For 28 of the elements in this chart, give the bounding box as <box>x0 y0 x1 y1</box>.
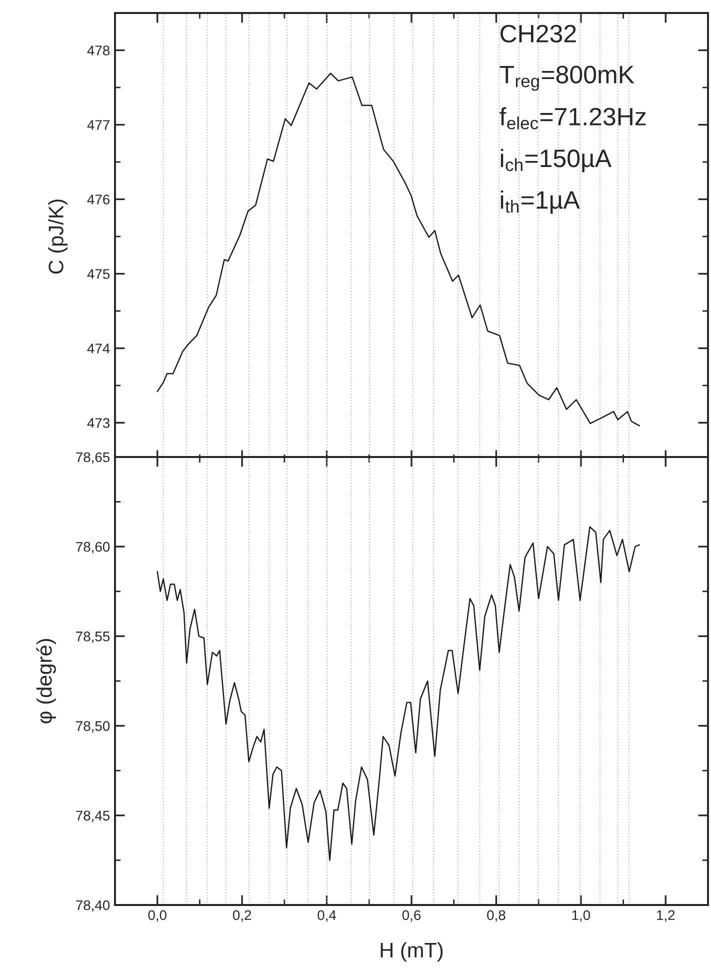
x-axis-title: H (mT) <box>380 942 443 962</box>
y-tick-label: 78,40 <box>76 900 110 912</box>
y-tick-label: 78,60 <box>76 542 110 554</box>
annotation: f$_{elec}$=71.23Hz <box>500 107 646 130</box>
y-axis-title: φ (degré) <box>36 639 56 724</box>
y-tick-label: 477 <box>87 120 110 130</box>
x-tick-label: 1,2 <box>657 910 675 922</box>
x-tick-label: 0,2 <box>232 910 252 922</box>
y-tick-label: 474 <box>87 344 110 354</box>
x-tick-label: 0,0 <box>148 910 166 922</box>
y-tick-label: 78,45 <box>76 810 110 822</box>
annotation: i$_{th}$=1µA <box>500 190 580 214</box>
y-tick-label: 473 <box>87 418 110 428</box>
x-tick-label: 0,4 <box>318 910 336 922</box>
y-tick-label: 478 <box>87 46 110 56</box>
x-tick-label: 0,6 <box>402 910 421 922</box>
annotation: i$_{ch}$=150µA <box>500 148 612 172</box>
y-tick-label: 78,65 <box>76 452 110 464</box>
line-series <box>156 526 640 861</box>
y-tick-label: 475 <box>87 269 110 279</box>
x-tick-label: 0,8 <box>487 910 506 922</box>
y-tick-label: 78,55 <box>76 632 110 644</box>
y-tick-label: 78,50 <box>76 721 110 733</box>
annotation: T$_{reg}$=800mK <box>500 66 634 91</box>
y-tick-label: 476 <box>87 194 110 204</box>
x-tick-label: 1,0 <box>572 910 590 922</box>
y-axis-title: C (pJ/K) <box>48 200 68 274</box>
annotation: CH232 <box>500 24 576 43</box>
